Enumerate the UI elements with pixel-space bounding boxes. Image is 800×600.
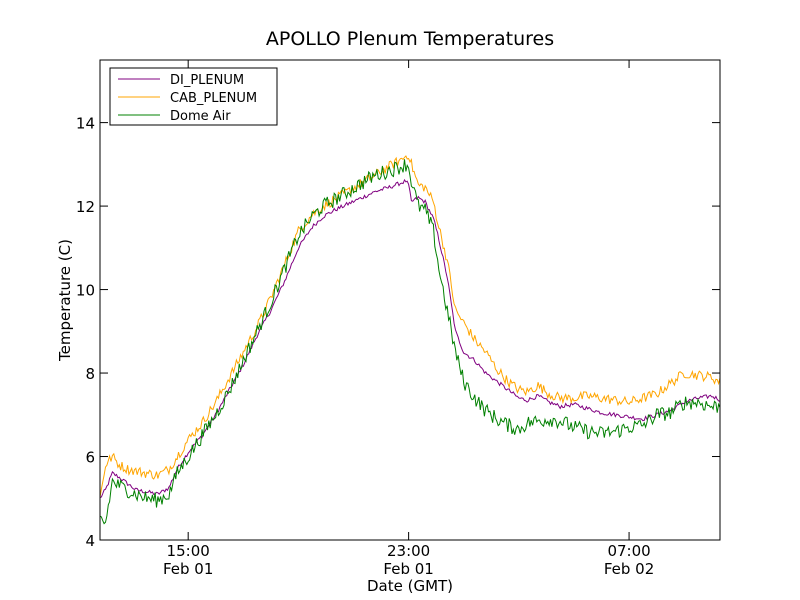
legend-label: Dome Air: [170, 109, 231, 124]
y-tick-label: 10: [76, 282, 95, 300]
series-layer: [100, 155, 720, 525]
legend-label: CAB_PLENUM: [170, 91, 257, 106]
x-tick-date-label: Feb 02: [604, 560, 654, 578]
x-tick-time-label: 23:00: [387, 542, 430, 560]
y-tick-label: 8: [85, 365, 95, 383]
y-tick-label: 12: [76, 198, 95, 216]
y-tick-label: 14: [76, 115, 95, 133]
series-line-cab-plenum: [100, 155, 720, 498]
chart-title: APOLLO Plenum Temperatures: [266, 28, 554, 50]
series-line-dome-air: [100, 159, 720, 525]
y-tick-label: 4: [85, 532, 95, 550]
x-axis-label: Date (GMT): [367, 577, 453, 595]
series-line-di-plenum: [100, 178, 720, 499]
plot-area-frame: [99, 59, 721, 541]
x-tick-time-label: 15:00: [167, 542, 210, 560]
y-tick-label: 6: [85, 449, 95, 467]
x-tick-time-label: 07:00: [607, 542, 650, 560]
x-tick-date-label: Feb 01: [383, 560, 433, 578]
legend-label: DI_PLENUM: [170, 73, 244, 88]
x-tick-date-label: Feb 01: [163, 560, 213, 578]
legend: DI_PLENUM CAB_PLENUM Dome Air: [109, 67, 278, 126]
y-axis-label: Temperature (C): [56, 239, 74, 362]
